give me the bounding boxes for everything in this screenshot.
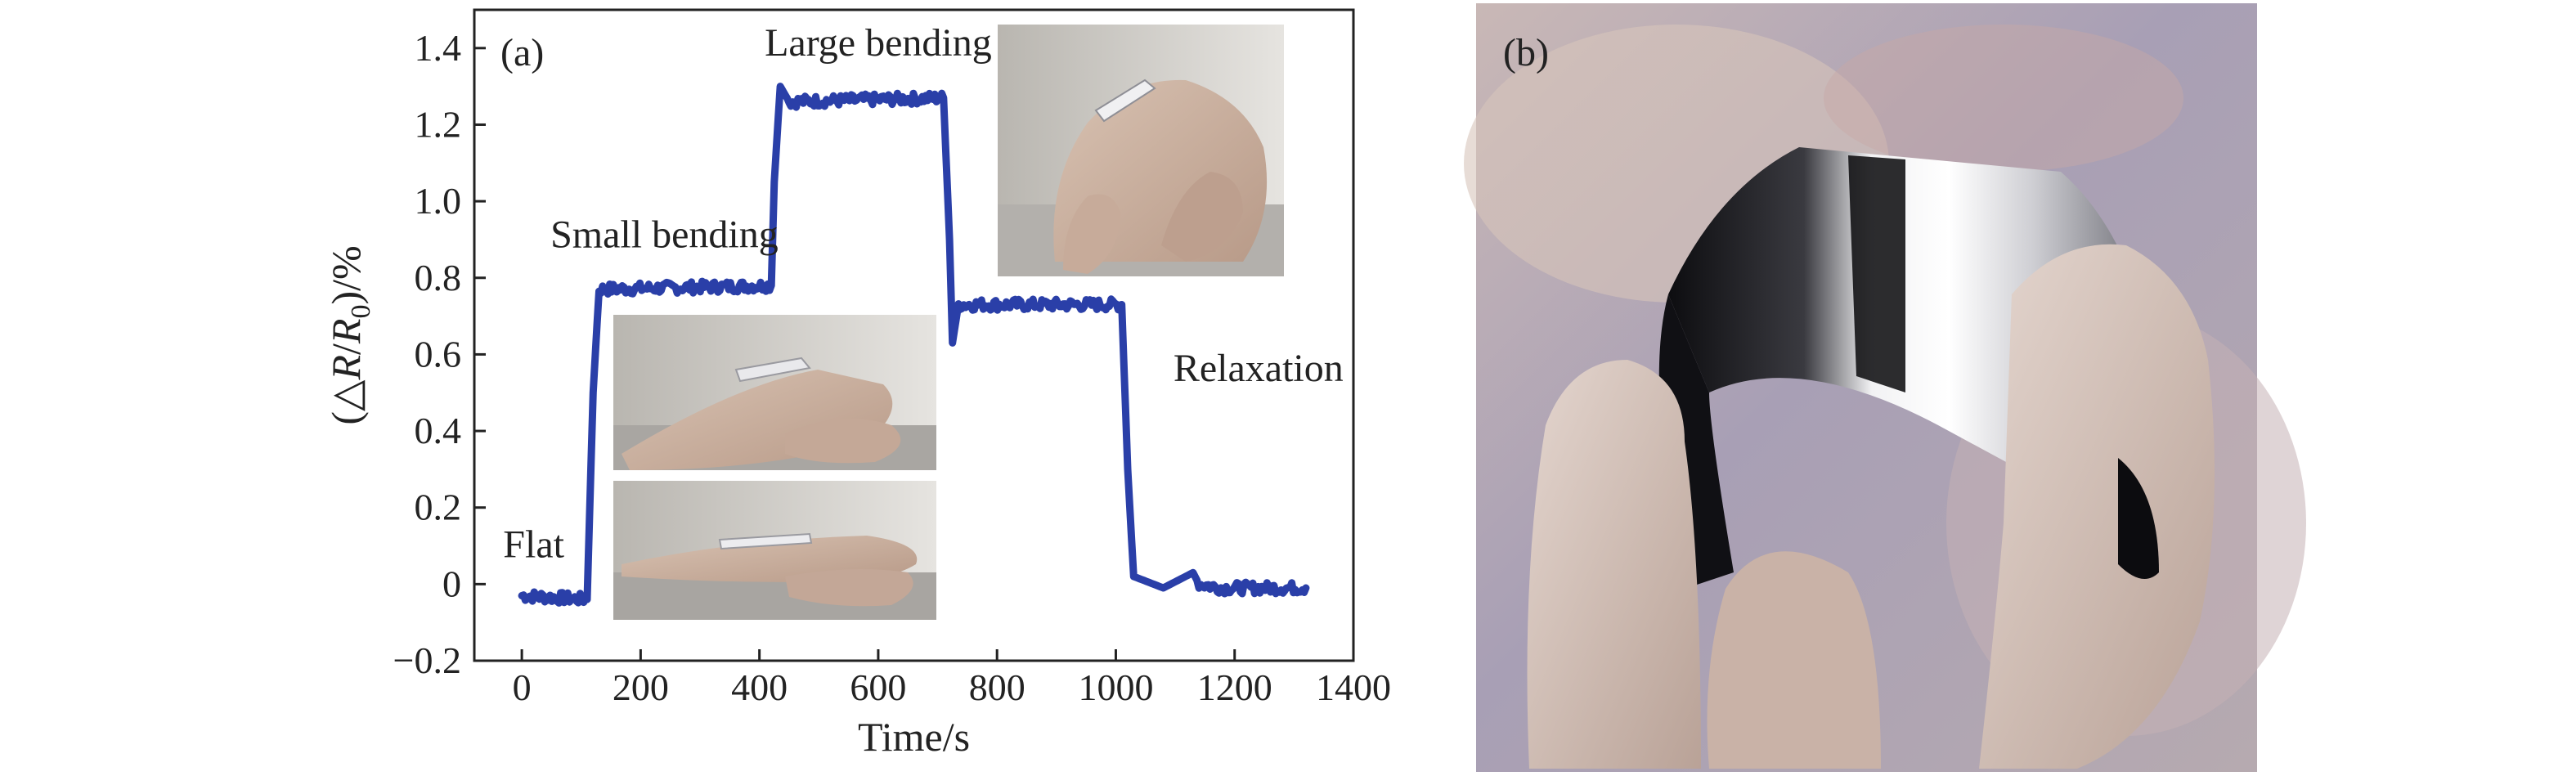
x-tick-label: 1000 — [1078, 666, 1153, 708]
inset-photo-flat — [613, 481, 936, 620]
annotation-label: Large bending — [765, 21, 992, 65]
y-tick-label: 0.4 — [415, 410, 462, 451]
x-tick-label: 600 — [850, 666, 906, 708]
y-tick-label: −0.2 — [393, 639, 461, 681]
y-axis-label-sub: 0 — [346, 305, 376, 319]
inset-photo-large-bending — [998, 25, 1284, 276]
y-axis-label-slash: / — [323, 343, 369, 355]
y-tick-label: 1.4 — [415, 27, 462, 69]
plot-area-frame — [473, 8, 1355, 662]
x-axis-label: Time/s — [858, 714, 970, 760]
y-axis-label-prefix: (△ — [323, 379, 369, 425]
panel-label-b: (b) — [1503, 31, 1549, 74]
y-axis-label: (△R/R0)/% — [323, 245, 376, 424]
x-tick-label: 1400 — [1316, 666, 1391, 708]
series-line — [518, 83, 1310, 607]
x-tick-label: 800 — [969, 666, 1025, 708]
y-tick-label: 0.6 — [415, 333, 462, 375]
annotations: Flat Small bending Large bending Relaxation — [503, 21, 1343, 566]
panel-label-a: (a) — [500, 31, 544, 74]
x-tick-label: 0 — [513, 666, 532, 708]
y-axis-label-suffix: )/% — [323, 245, 369, 304]
y-tick-label: 1.0 — [415, 180, 462, 222]
inset-photo-small-bending — [613, 315, 936, 470]
y-axis-label-var2: R — [323, 319, 369, 345]
photo-flexible-metal-foil — [1464, 3, 2306, 772]
x-tick-label: 1200 — [1197, 666, 1272, 708]
annotation-label: Relaxation — [1174, 347, 1344, 390]
x-tick-label: 200 — [613, 666, 669, 708]
y-tick-label: 0.2 — [415, 487, 462, 528]
x-axis: 0 200 400 600 800 1000 1200 1400 — [513, 649, 1391, 708]
x-tick-label: 400 — [731, 666, 788, 708]
y-tick-label: 1.2 — [415, 103, 462, 145]
y-axis-label-var: R — [323, 355, 369, 381]
y-tick-label: 0.8 — [415, 257, 462, 298]
annotation-label: Small bending — [550, 213, 779, 256]
annotation-label: Flat — [503, 523, 564, 567]
y-tick-label: 0 — [442, 563, 461, 604]
y-axis: −0.2 0 0.2 0.4 0.6 0.8 1.0 1.2 1.4 — [393, 27, 486, 681]
